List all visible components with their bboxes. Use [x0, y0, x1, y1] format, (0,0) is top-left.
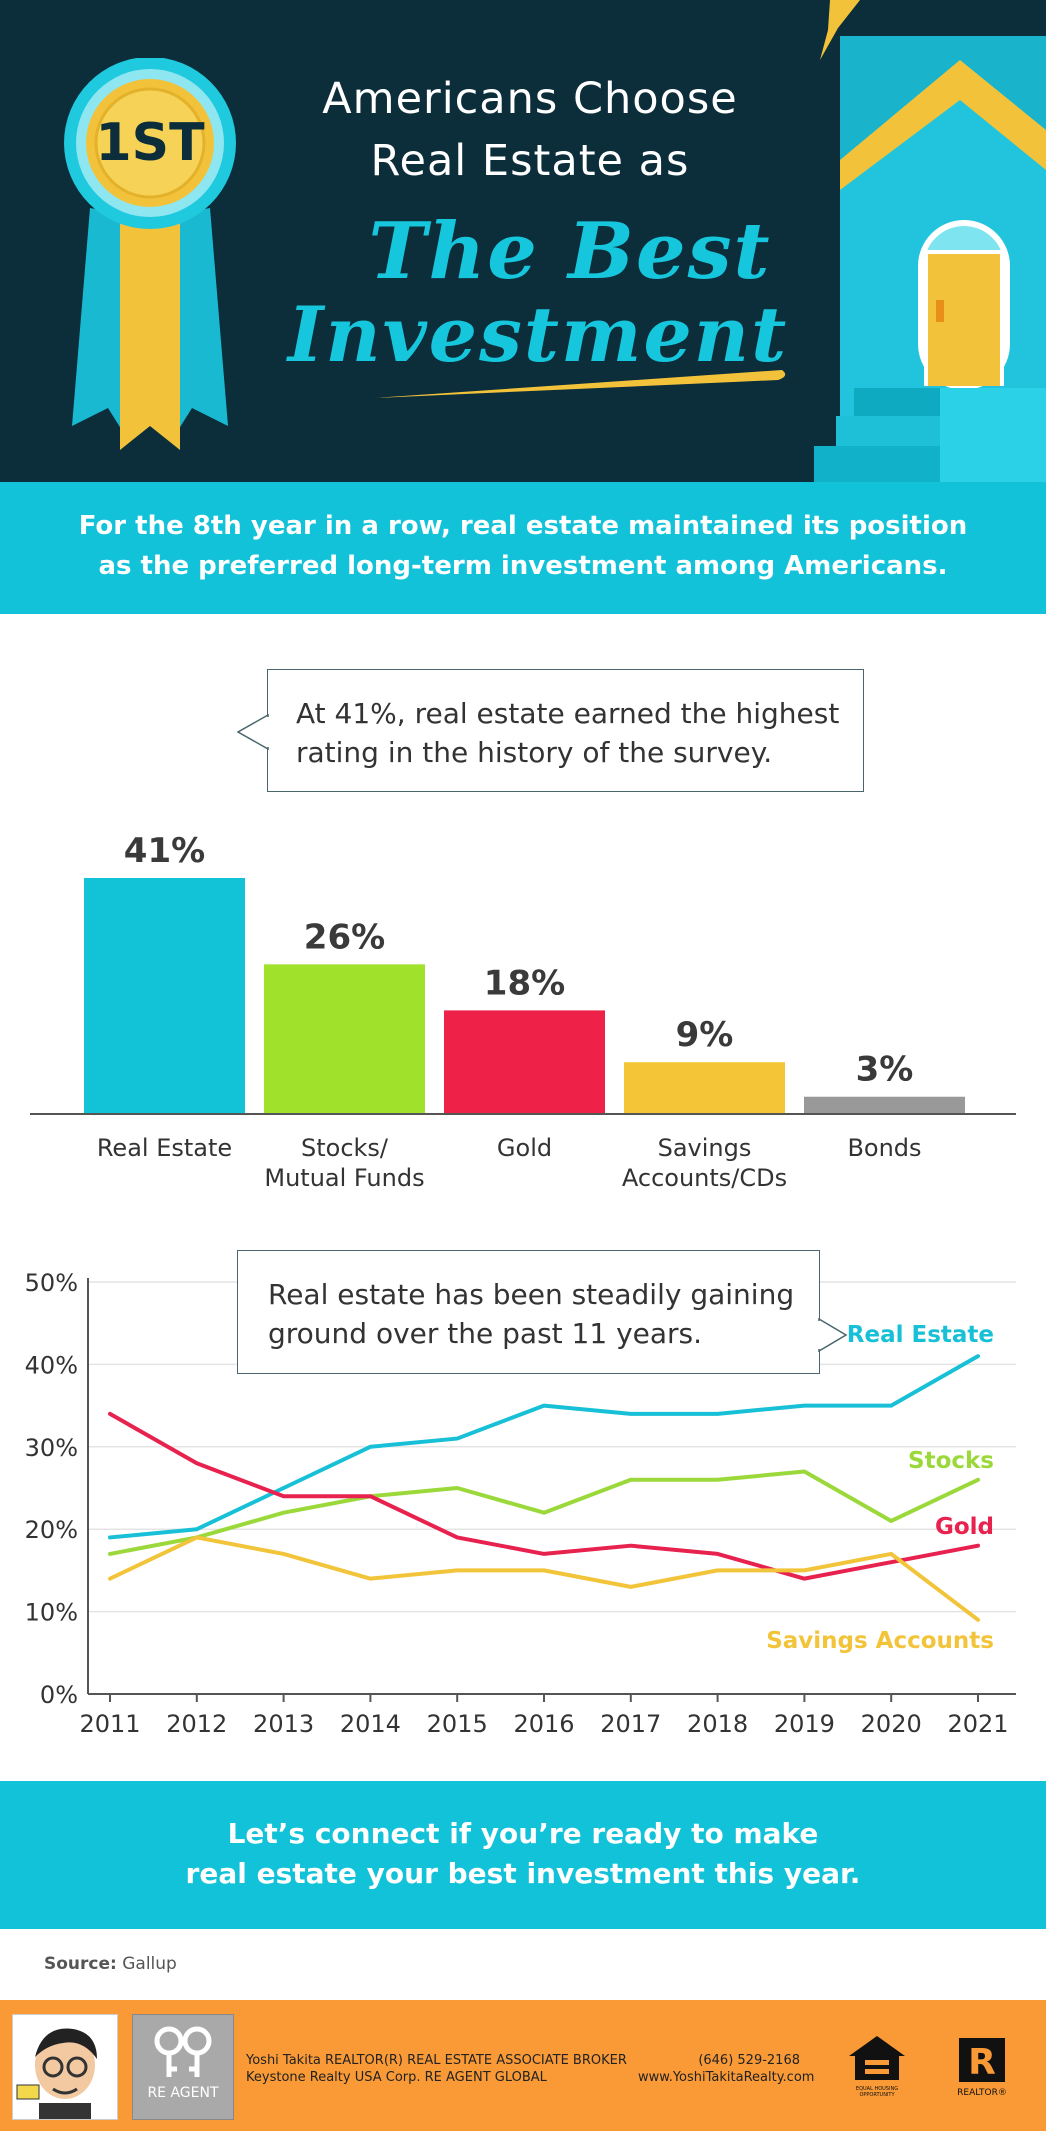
- bar: [624, 1062, 785, 1114]
- bar-value-label: 3%: [856, 1050, 914, 1090]
- bar-callout-line1: At 41%, real estate earned the highest: [296, 697, 840, 730]
- agent-cartoon-icon: [16, 2028, 97, 2119]
- bar-chart-callout: At 41%, real estate earned the highest r…: [267, 669, 864, 792]
- x-tick-label: 2012: [166, 1710, 227, 1738]
- award-ribbon-icon: 1ST: [64, 58, 236, 450]
- intro-line2: as the preferred long-term investment am…: [98, 551, 948, 581]
- y-tick-label: 10%: [25, 1599, 78, 1627]
- website-link[interactable]: www.YoshiTakitaRealty.com: [638, 2070, 815, 2085]
- x-tick-label: 2015: [427, 1710, 488, 1738]
- bar-value-label: 18%: [484, 963, 565, 1003]
- re-agent-logo: RE AGENT: [132, 2014, 234, 2120]
- series-label: Gold: [935, 1514, 994, 1540]
- bar: [804, 1096, 965, 1114]
- bar-value-label: 41%: [124, 831, 205, 871]
- y-tick-label: 0%: [40, 1681, 78, 1709]
- hero-banner: 1ST Americans Choose Real Estate as The …: [0, 0, 1046, 482]
- hero-big-title-line1: The Best: [368, 206, 772, 297]
- equal-housing-icon: [849, 2036, 905, 2080]
- contact-info: (646) 529-2168 www.YoshiTakitaRealty.com: [638, 2052, 815, 2086]
- bar: [264, 964, 425, 1114]
- line-callout-pointer: [818, 1318, 848, 1352]
- x-tick-label: 2016: [513, 1710, 574, 1738]
- line-chart: 0% 10% 20% 30% 40% 50% 2011 2012 2013 2014 2015 201…: [25, 1269, 1016, 1738]
- y-tick-label: 20%: [25, 1516, 78, 1544]
- equal-housing-logo: EQUAL HOUSING OPPORTUNITY: [844, 2034, 910, 2098]
- x-tick-label: 2013: [253, 1710, 314, 1738]
- bar-category-label: Real Estate: [97, 1134, 232, 1162]
- agent-info: Yoshi Takita REALTOR(R) REAL ESTATE ASSO…: [246, 2052, 627, 2086]
- series-line: [108, 1411, 980, 1581]
- bar-category-label: Accounts/CDs: [622, 1164, 787, 1192]
- cta-line2: real estate your best investment this ye…: [185, 1857, 861, 1890]
- line-chart-callout: Real estate has been steadily gaining gr…: [237, 1250, 820, 1374]
- svg-text:R: R: [968, 2042, 996, 2083]
- x-tick-label: 2011: [79, 1710, 140, 1738]
- x-tick-label: 2019: [774, 1710, 835, 1738]
- bar-callout-pointer: [236, 714, 270, 750]
- series-label: Savings Accounts: [766, 1628, 994, 1654]
- bar-category-label: Mutual Funds: [264, 1164, 424, 1192]
- bar-value-label: 9%: [676, 1015, 734, 1055]
- keys-icon: [154, 2026, 212, 2077]
- bar: [84, 878, 245, 1114]
- bar-category-label: Stocks/: [301, 1134, 389, 1162]
- y-tick-label: 50%: [25, 1269, 78, 1297]
- bar-category-label: Bonds: [847, 1134, 921, 1162]
- x-tick-label: 2018: [687, 1710, 748, 1738]
- hero-title-line2: Real Estate as: [370, 136, 690, 186]
- bar-callout-line2: rating in the history of the survey.: [296, 736, 773, 769]
- equal-housing-text: EQUAL HOUSING OPPORTUNITY: [855, 2086, 899, 2098]
- source-value: Gallup: [122, 1954, 177, 1974]
- y-tick-label: 40%: [25, 1351, 78, 1379]
- bar-chart: 41% Real Estate 26% Stocks/Mutual Funds 18% G…: [30, 831, 1016, 1192]
- ribbon-label: 1ST: [95, 113, 205, 173]
- hero-big-title-line2: Investment: [287, 290, 789, 379]
- hero-title-line1: Americans Choose: [322, 74, 738, 124]
- source-note: Source: Gallup: [44, 1954, 177, 1974]
- line-callout-line1: Real estate has been steadily gaining: [268, 1278, 795, 1311]
- series-line: [108, 1535, 980, 1622]
- agent-photo: [12, 2014, 118, 2120]
- cta-band: Let’s connect if you’re ready to make re…: [0, 1781, 1046, 1929]
- agent-line2: Keystone Realty USA Corp. RE AGENT GLOBA…: [246, 2070, 547, 2085]
- series-line: [108, 1469, 980, 1556]
- intro-line1: For the 8th year in a row, real estate m…: [78, 511, 968, 541]
- x-tick-label: 2020: [861, 1710, 922, 1738]
- x-tick-label: 2014: [340, 1710, 401, 1738]
- bar: [444, 1010, 605, 1114]
- house-icon: [814, 0, 1046, 482]
- series-label: Real Estate: [847, 1322, 994, 1348]
- intro-band: For the 8th year in a row, real estate m…: [0, 482, 1046, 614]
- realtor-logo: R REALTOR®: [952, 2036, 1012, 2098]
- phone-number[interactable]: (646) 529-2168: [698, 2053, 800, 2068]
- x-tick-label: 2021: [947, 1710, 1008, 1738]
- bar-value-label: 26%: [304, 917, 385, 957]
- cta-line1: Let’s connect if you’re ready to make: [227, 1817, 819, 1850]
- bar-category-label: Savings: [658, 1134, 752, 1162]
- x-tick-label: 2017: [600, 1710, 661, 1738]
- series-label: Stocks: [908, 1448, 994, 1474]
- footer-bar: RE AGENT Yoshi Takita REALTOR(R) REAL ES…: [0, 2000, 1046, 2131]
- bar-category-label: Gold: [497, 1134, 552, 1162]
- realtor-r-icon: R: [959, 2038, 1005, 2083]
- line-callout-line2: ground over the past 11 years.: [268, 1317, 703, 1350]
- agent-line1: Yoshi Takita REALTOR(R) REAL ESTATE ASSO…: [246, 2053, 627, 2068]
- re-agent-label: RE AGENT: [147, 2085, 219, 2101]
- realtor-text: REALTOR®: [957, 2088, 1007, 2098]
- y-tick-label: 30%: [25, 1434, 78, 1462]
- swoosh-underline: [374, 370, 786, 398]
- series-line: [108, 1354, 980, 1540]
- source-label: Source:: [44, 1954, 117, 1974]
